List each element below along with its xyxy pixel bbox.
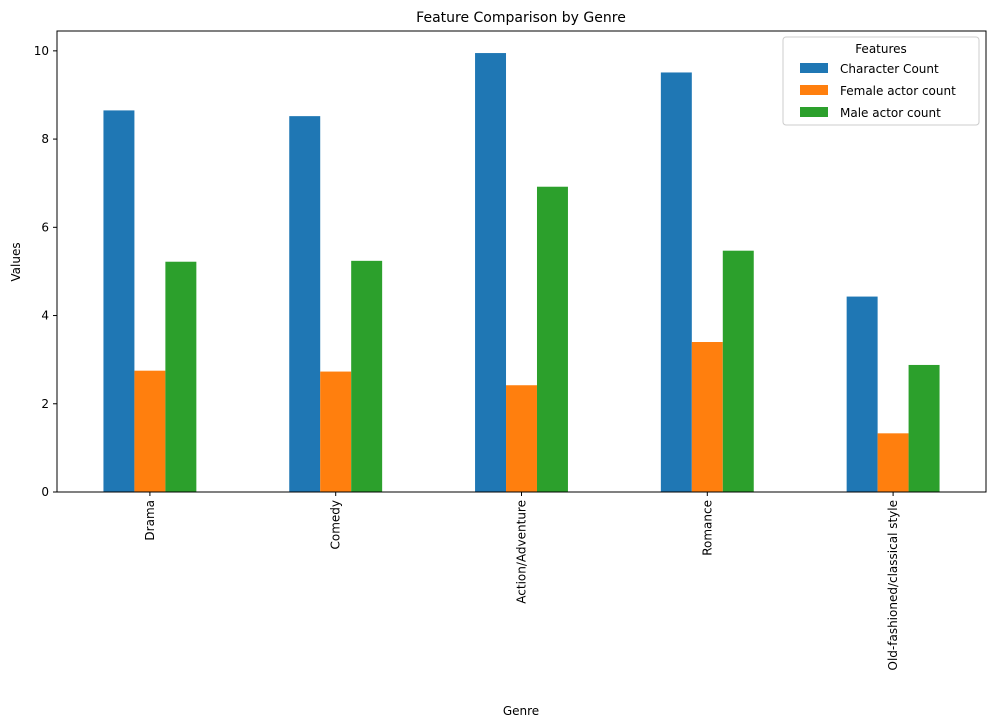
y-tick-label: 4 <box>41 309 49 323</box>
bar-female-actor-count-action-adventure <box>506 385 537 492</box>
y-tick-label: 10 <box>34 44 49 58</box>
x-tick-label: Drama <box>143 500 157 541</box>
bar-male-actor-count-drama <box>165 261 197 492</box>
legend-label-character-count: Character Count <box>840 62 939 76</box>
bar-male-actor-count-action-adventure <box>536 186 568 493</box>
chart-title: Feature Comparison by Genre <box>416 10 626 26</box>
legend-label-female-actor-count: Female actor count <box>840 84 956 98</box>
bar-male-actor-count-romance <box>722 250 754 492</box>
bar-female-actor-count-old-fashioned-classical-style <box>877 433 909 492</box>
legend-title: Features <box>855 42 907 56</box>
bar-male-actor-count-old-fashioned-classical-style <box>908 364 940 492</box>
bar-female-actor-count-romance <box>691 342 723 492</box>
legend-box <box>782 36 980 126</box>
bar-male-actor-count-comedy <box>351 260 383 492</box>
x-axis: Drama Comedy Action/Adventure Romance Old-fa… <box>143 492 900 670</box>
y-tick-label: 6 <box>41 220 49 234</box>
y-tick-label: 0 <box>41 485 49 499</box>
legend-swatch-character-count <box>800 63 828 73</box>
y-axis-label: Values <box>9 242 23 281</box>
legend-swatch-male-actor-count <box>800 107 828 117</box>
plot-frame <box>56 30 987 493</box>
bar-character-count-old-fashioned-classical-style <box>846 296 878 492</box>
x-axis-label: Genre <box>503 704 539 718</box>
bar-character-count-drama <box>103 110 135 492</box>
x-tick-label: Action/Adventure <box>515 500 529 604</box>
x-tick-label: Romance <box>700 500 714 556</box>
bars-group <box>103 53 940 493</box>
bar-female-actor-count-drama <box>134 370 166 492</box>
legend-label-male-actor-count: Male actor count <box>840 106 941 120</box>
legend-items: Character Count Female actor count Male ac… <box>800 62 956 120</box>
bar-character-count-romance <box>660 72 692 492</box>
x-tick-label: Comedy <box>329 500 343 550</box>
y-tick-label: 2 <box>41 397 49 411</box>
y-tick-label: 8 <box>41 132 49 146</box>
legend-swatch-female-actor-count <box>800 85 828 95</box>
legend: Features Character Count Female actor cou… <box>782 36 980 126</box>
x-tick-label: Old-fashioned/classical style <box>886 500 900 670</box>
y-axis: 0 2 4 6 8 10 <box>34 44 57 499</box>
bar-character-count-comedy <box>289 116 321 492</box>
bar-female-actor-count-comedy <box>320 371 352 492</box>
bar-character-count-action-adventure <box>475 53 507 493</box>
